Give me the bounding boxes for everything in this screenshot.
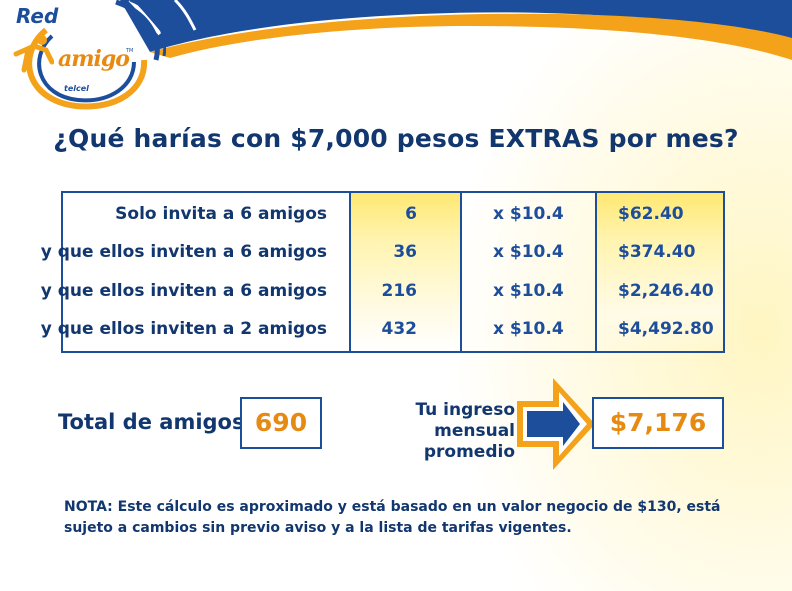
logo-ring-graphic (26, 0, 166, 110)
monthly-income-label: Tu ingreso mensual promedio (343, 400, 515, 463)
total-friends-value: 690 (240, 397, 322, 449)
column-divider (460, 193, 462, 351)
count-column-highlight (349, 193, 461, 351)
runner-figure-icon (13, 35, 54, 73)
result-column-highlight (597, 193, 723, 351)
table-row: y que ellos inviten a 6 amigos 36 x $10.… (41, 233, 723, 271)
table-row: y que ellos inviten a 2 amigos 432 x $10… (41, 310, 723, 348)
row-label: y que ellos inviten a 6 amigos (40, 281, 327, 301)
row-rate: x $10.4 (493, 204, 564, 224)
logo-telcel-text: telcel (64, 84, 89, 93)
table-row: Solo invita a 6 amigos 6 x $10.4 $62.40 (63, 195, 723, 233)
row-result: $374.40 (618, 242, 696, 262)
row-count: 6 (405, 204, 417, 224)
arrow-right-icon (517, 378, 595, 470)
row-rate: x $10.4 (493, 242, 564, 262)
row-label: y que ellos inviten a 6 amigos (40, 242, 327, 262)
disclaimer-note: NOTA: Este cálculo es aproximado y está … (64, 499, 721, 536)
row-count: 216 (381, 281, 418, 301)
logo-amigo-text: amigo (58, 46, 130, 72)
red-amigo-logo: Red amigo TM telcel (6, 0, 166, 115)
logo-tm-mark: TM (126, 48, 134, 54)
row-result: $62.40 (618, 204, 684, 224)
page-title: ¿Qué harías con $7,000 pesos EXTRAS por … (53, 124, 739, 153)
monthly-income-label-line1: Tu ingreso mensual (415, 400, 515, 441)
total-friends-label: Total de amigos (58, 410, 245, 434)
column-divider (349, 193, 351, 351)
row-result: $2,246.40 (618, 281, 714, 301)
column-divider (595, 193, 597, 351)
monthly-income-value: $7,176 (592, 397, 724, 449)
row-rate: x $10.4 (493, 319, 564, 339)
row-count: 432 (381, 319, 418, 339)
row-label: y que ellos inviten a 2 amigos (40, 319, 327, 339)
row-count: 36 (393, 242, 417, 262)
earnings-table: Solo invita a 6 amigos 6 x $10.4 $62.40 … (41, 191, 725, 353)
row-result: $4,492.80 (618, 319, 714, 339)
row-label: Solo invita a 6 amigos (115, 204, 327, 224)
row-rate: x $10.4 (493, 281, 564, 301)
logo-red-text: Red (16, 4, 59, 28)
monthly-income-label-line2: promedio (423, 442, 515, 462)
table-row: y que ellos inviten a 6 amigos 216 x $10… (41, 272, 723, 310)
